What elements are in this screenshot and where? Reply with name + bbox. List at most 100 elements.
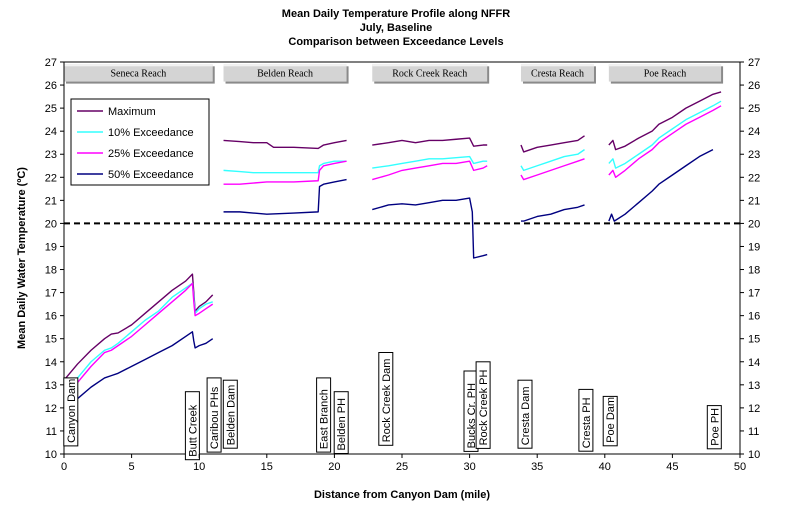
legend-label-maximum: Maximum xyxy=(108,106,156,118)
y-tick-label-left-15: 15 xyxy=(45,334,57,346)
chart-title-line-3: Comparison between Exceedance Levels xyxy=(288,36,503,48)
y-tick-label-left-16: 16 xyxy=(45,311,57,323)
location-label-bucks-cr-ph: Bucks Cr. PH xyxy=(466,383,478,448)
location-butt-creek: Butt Creek xyxy=(184,391,200,461)
location-label-belden-ph: Belden PH xyxy=(336,398,348,451)
location-box-cresta-ph xyxy=(578,388,594,452)
x-axis: 0 5 10 15 20 25 30 35 40 45 50 xyxy=(61,454,746,473)
x-axis-title: Distance from Canyon Dam (mile) xyxy=(314,489,490,501)
series-line-50-exceedance-segment-3 xyxy=(372,197,488,259)
location-label-poe-ph: Poe PH xyxy=(709,408,721,446)
location-box-poe-dam xyxy=(602,395,618,447)
legend-box xyxy=(70,98,210,186)
y-tick-label-left-17: 17 xyxy=(45,288,57,300)
y-axis-right: 10 11 12 13 14 15 16 17 18 19 20 21 22 23 24 25 26 27 xyxy=(740,57,760,461)
reach-label-poe-reach: Poe Reach xyxy=(644,68,687,79)
location-box-rock-creek-ph xyxy=(475,361,491,449)
series-line-maximum-segment-1 xyxy=(63,273,214,381)
y-tick-label-right-23: 23 xyxy=(748,149,760,161)
y-tick-label-right-16: 16 xyxy=(748,311,760,323)
series-line-maximum-segment-2 xyxy=(223,139,347,150)
y-tick-label-right-15: 15 xyxy=(748,334,760,346)
location-labels: Canyon Dam Butt Creek Caribou PHs Belden Da… xyxy=(63,352,722,461)
reach-label-seneca-reach: Seneca Reach xyxy=(110,68,166,79)
y-tick-label-left-18: 18 xyxy=(45,265,57,277)
y-axis-left: 10 11 12 13 14 15 16 17 18 19 20 21 22 23 24 25 26 27 xyxy=(45,57,64,461)
reach-bar-rock-creek-reach xyxy=(372,64,488,82)
location-belden-dam: Belden Dam xyxy=(222,379,238,449)
y-tick-label-left-12: 12 xyxy=(45,403,57,415)
y-axis-title: Mean Daily Water Temperature (ºC) xyxy=(16,167,28,349)
y-tick-label-right-20: 20 xyxy=(748,218,760,230)
location-poe-dam: Poe Dam xyxy=(602,395,618,447)
y-tick-label-right-25: 25 xyxy=(748,103,760,115)
location-canyon-dam: Canyon Dam xyxy=(63,377,79,447)
location-label-butt-creek: Butt Creek xyxy=(187,404,199,456)
reach-bar-highlight-poe-reach xyxy=(608,64,722,67)
x-tick-label-10: 10 xyxy=(193,461,205,473)
series-lines xyxy=(63,91,722,411)
reach-bar-cresta-reach xyxy=(520,64,594,82)
series-line-25-exceedance-segment-2 xyxy=(223,160,347,185)
location-box-belden-dam xyxy=(222,379,238,449)
series-line-10-exceedance-segment-3 xyxy=(372,155,488,169)
location-box-belden-ph xyxy=(333,391,349,455)
y-tick-label-left-26: 26 xyxy=(45,80,57,92)
x-tick-label-5: 5 xyxy=(129,461,135,473)
reach-bar-highlight-rock-creek-reach xyxy=(372,64,488,67)
reach-bar-highlight-seneca-reach xyxy=(64,64,213,67)
y-tick-label-right-22: 22 xyxy=(748,172,760,184)
series-line-10-exceedance-segment-2 xyxy=(223,160,347,174)
series-line-10-exceedance-segment-5 xyxy=(608,100,722,169)
reach-bar-highlight-cresta-reach xyxy=(520,64,594,67)
x-tick-label-35: 35 xyxy=(531,461,543,473)
location-label-rock-creek-dam: Rock Creek Dam xyxy=(381,359,393,443)
location-label-cresta-dam: Cresta Dam xyxy=(520,387,532,446)
location-east-branch: East Branch xyxy=(316,377,332,453)
y-tick-label-right-14: 14 xyxy=(748,357,760,369)
reach-label-cresta-reach: Cresta Reach xyxy=(531,68,584,79)
location-box-butt-creek xyxy=(184,391,200,461)
legend-label-10-exceedance: 10% Exceedance xyxy=(108,127,194,139)
series-line-maximum-segment-3 xyxy=(372,137,488,147)
y-tick-label-right-18: 18 xyxy=(748,265,760,277)
location-label-belden-dam: Belden Dam xyxy=(225,385,237,446)
y-tick-label-right-11: 11 xyxy=(748,426,759,438)
reach-label-belden-reach: Belden Reach xyxy=(257,68,313,79)
location-caribou-phs: Caribou PHs xyxy=(206,377,222,453)
y-tick-label-right-26: 26 xyxy=(748,80,760,92)
y-tick-label-left-22: 22 xyxy=(45,172,57,184)
y-tick-label-right-27: 27 xyxy=(748,57,760,69)
legend-label-25-exceedance: 25% Exceedance xyxy=(108,148,194,160)
y-tick-label-right-13: 13 xyxy=(748,380,760,392)
y-tick-label-left-14: 14 xyxy=(45,357,57,369)
location-belden-ph: Belden PH xyxy=(333,391,349,455)
x-tick-label-40: 40 xyxy=(599,461,611,473)
series-line-maximum-segment-5 xyxy=(608,91,722,151)
reach-bar-highlight-belden-reach xyxy=(223,64,347,67)
x-tick-label-0: 0 xyxy=(61,461,67,473)
reach-bars: Seneca Reach Belden Reach Rock Creek Reach… xyxy=(64,64,724,84)
y-tick-label-left-27: 27 xyxy=(45,57,57,69)
x-tick-label-15: 15 xyxy=(261,461,273,473)
y-tick-label-left-23: 23 xyxy=(45,149,57,161)
location-cresta-ph: Cresta PH xyxy=(578,388,594,452)
y-tick-label-left-19: 19 xyxy=(45,241,57,253)
series-line-50-exceedance-segment-1 xyxy=(63,331,214,411)
series-line-maximum-segment-4 xyxy=(520,135,585,153)
location-label-cresta-ph: Cresta PH xyxy=(581,397,593,448)
y-tick-label-left-21: 21 xyxy=(45,195,57,207)
location-cresta-dam: Cresta Dam xyxy=(517,379,533,449)
location-box-caribou-phs xyxy=(206,377,222,453)
reach-bar-seneca-reach xyxy=(64,64,213,82)
y-tick-label-right-12: 12 xyxy=(748,403,760,415)
series-line-10-exceedance-segment-1 xyxy=(63,282,213,395)
reach-bar-belden-reach xyxy=(223,64,347,82)
y-tick-label-left-25: 25 xyxy=(45,103,57,115)
y-tick-label-right-19: 19 xyxy=(748,241,760,253)
location-poe-ph: Poe PH xyxy=(706,405,722,450)
x-tick-label-50: 50 xyxy=(734,461,746,473)
reach-label-rock-creek-reach: Rock Creek Reach xyxy=(392,68,467,79)
x-tick-label-20: 20 xyxy=(328,461,340,473)
